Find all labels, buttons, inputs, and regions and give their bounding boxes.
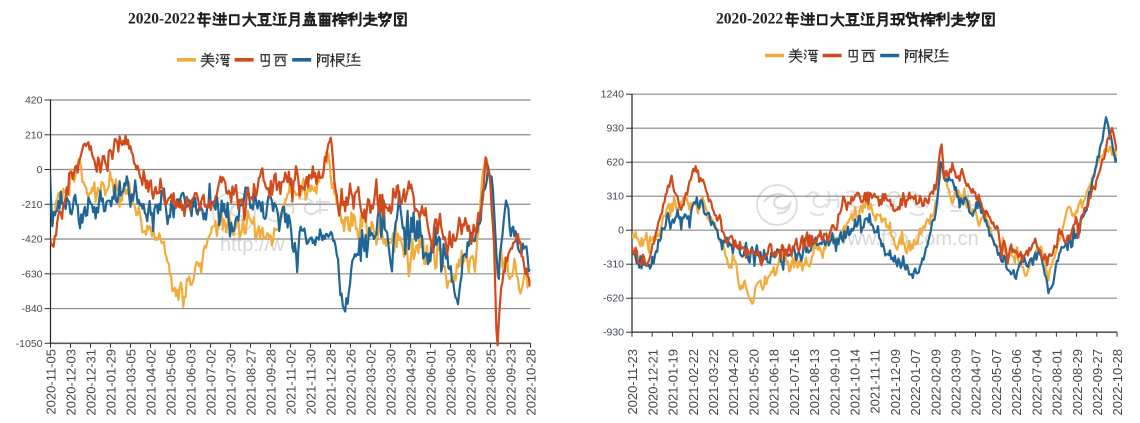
svg-text:2020-11-23: 2020-11-23	[625, 349, 640, 415]
svg-text:2021-10-14: 2021-10-14	[847, 349, 862, 416]
svg-text:2021-12-09: 2021-12-09	[888, 349, 903, 416]
svg-text:2021-07-30: 2021-07-30	[224, 349, 239, 416]
svg-text:2021-07-16: 2021-07-16	[787, 349, 802, 416]
svg-text:2022-07-28: 2022-07-28	[464, 349, 479, 416]
svg-text:-420: -420	[21, 234, 42, 246]
svg-text:2022-06-01: 2022-06-01	[424, 349, 439, 416]
svg-text:2022-06-30: 2022-06-30	[444, 349, 459, 416]
svg-text:930: 930	[606, 123, 624, 135]
svg-text:2021-05-06: 2021-05-06	[164, 349, 179, 416]
svg-text:2020-12-21: 2020-12-21	[645, 349, 660, 416]
svg-text:2022-09-23: 2022-09-23	[504, 349, 519, 416]
svg-text:2020-11-05: 2020-11-05	[44, 349, 59, 415]
svg-text:2022-09-27: 2022-09-27	[1090, 349, 1105, 416]
svg-text:2021-01-19: 2021-01-19	[666, 349, 681, 416]
svg-text:2022-10-28: 2022-10-28	[524, 349, 539, 416]
svg-text:620: 620	[606, 157, 624, 169]
svg-text:2022-01-26: 2022-01-26	[344, 349, 359, 416]
svg-text:2022-03-09: 2022-03-09	[949, 349, 964, 416]
svg-text:2021-09-28: 2021-09-28	[264, 349, 279, 416]
svg-text:0: 0	[618, 225, 624, 237]
svg-text:2021-02-22: 2021-02-22	[686, 349, 701, 416]
svg-text:2020-12-31: 2020-12-31	[84, 349, 99, 416]
svg-text:-630: -630	[21, 268, 42, 280]
svg-text:2021-07-02: 2021-07-02	[204, 349, 219, 416]
svg-text:2022-01-07: 2022-01-07	[908, 349, 923, 416]
svg-text:-210: -210	[21, 199, 42, 211]
svg-text:2020-2022: 2020-2022	[128, 11, 195, 28]
svg-text:-620: -620	[603, 293, 624, 305]
svg-text:-310: -310	[603, 259, 624, 271]
svg-text:2021-03-22: 2021-03-22	[706, 349, 721, 416]
svg-text:2021-01-29: 2021-01-29	[104, 349, 119, 416]
svg-text:2021-05-20: 2021-05-20	[746, 349, 761, 416]
svg-text:2022-10-28: 2022-10-28	[1110, 349, 1125, 416]
svg-text:2020-2022: 2020-2022	[716, 11, 783, 28]
svg-text:2021-12-28: 2021-12-28	[324, 349, 339, 416]
svg-text:2021-08-27: 2021-08-27	[244, 349, 259, 416]
svg-text:2022-02-09: 2022-02-09	[928, 349, 943, 416]
svg-text:2021-11-30: 2021-11-30	[304, 349, 319, 415]
svg-text:420: 420	[25, 95, 43, 107]
svg-text:2021-09-10: 2021-09-10	[827, 349, 842, 416]
svg-text:2021-04-20: 2021-04-20	[726, 349, 741, 416]
svg-text:1240: 1240	[601, 89, 625, 101]
svg-text:2022-08-29: 2022-08-29	[1070, 349, 1085, 416]
svg-text:2022-04-07: 2022-04-07	[969, 349, 984, 416]
svg-text:2021-11-02: 2021-11-02	[284, 349, 299, 415]
svg-text:-840: -840	[21, 303, 42, 315]
svg-text:2022-03-30: 2022-03-30	[384, 349, 399, 416]
svg-text:310: 310	[606, 191, 624, 203]
svg-text:2020-12-03: 2020-12-03	[64, 349, 79, 416]
svg-text:2022-08-01: 2022-08-01	[1050, 349, 1065, 416]
svg-text:2022-07-04: 2022-07-04	[1029, 349, 1044, 416]
svg-text:2021-04-02: 2021-04-02	[144, 349, 159, 416]
svg-text:-930: -930	[603, 327, 624, 339]
svg-text:2022-08-25: 2022-08-25	[484, 349, 499, 416]
svg-text:2022-04-29: 2022-04-29	[404, 349, 419, 416]
svg-text:2021-06-03: 2021-06-03	[184, 349, 199, 416]
svg-text:2021-06-18: 2021-06-18	[767, 349, 782, 416]
svg-text:0: 0	[37, 164, 43, 176]
svg-text:210: 210	[25, 129, 43, 141]
svg-text:2021-08-13: 2021-08-13	[807, 349, 822, 416]
svg-text:2022-05-07: 2022-05-07	[989, 349, 1004, 416]
svg-text:2021-11-11: 2021-11-11	[868, 349, 883, 414]
svg-text:2022-03-02: 2022-03-02	[364, 349, 379, 416]
svg-text:-1050: -1050	[16, 338, 43, 350]
svg-text:2022-06-06: 2022-06-06	[1009, 349, 1024, 416]
svg-text:2021-03-05: 2021-03-05	[124, 349, 139, 416]
